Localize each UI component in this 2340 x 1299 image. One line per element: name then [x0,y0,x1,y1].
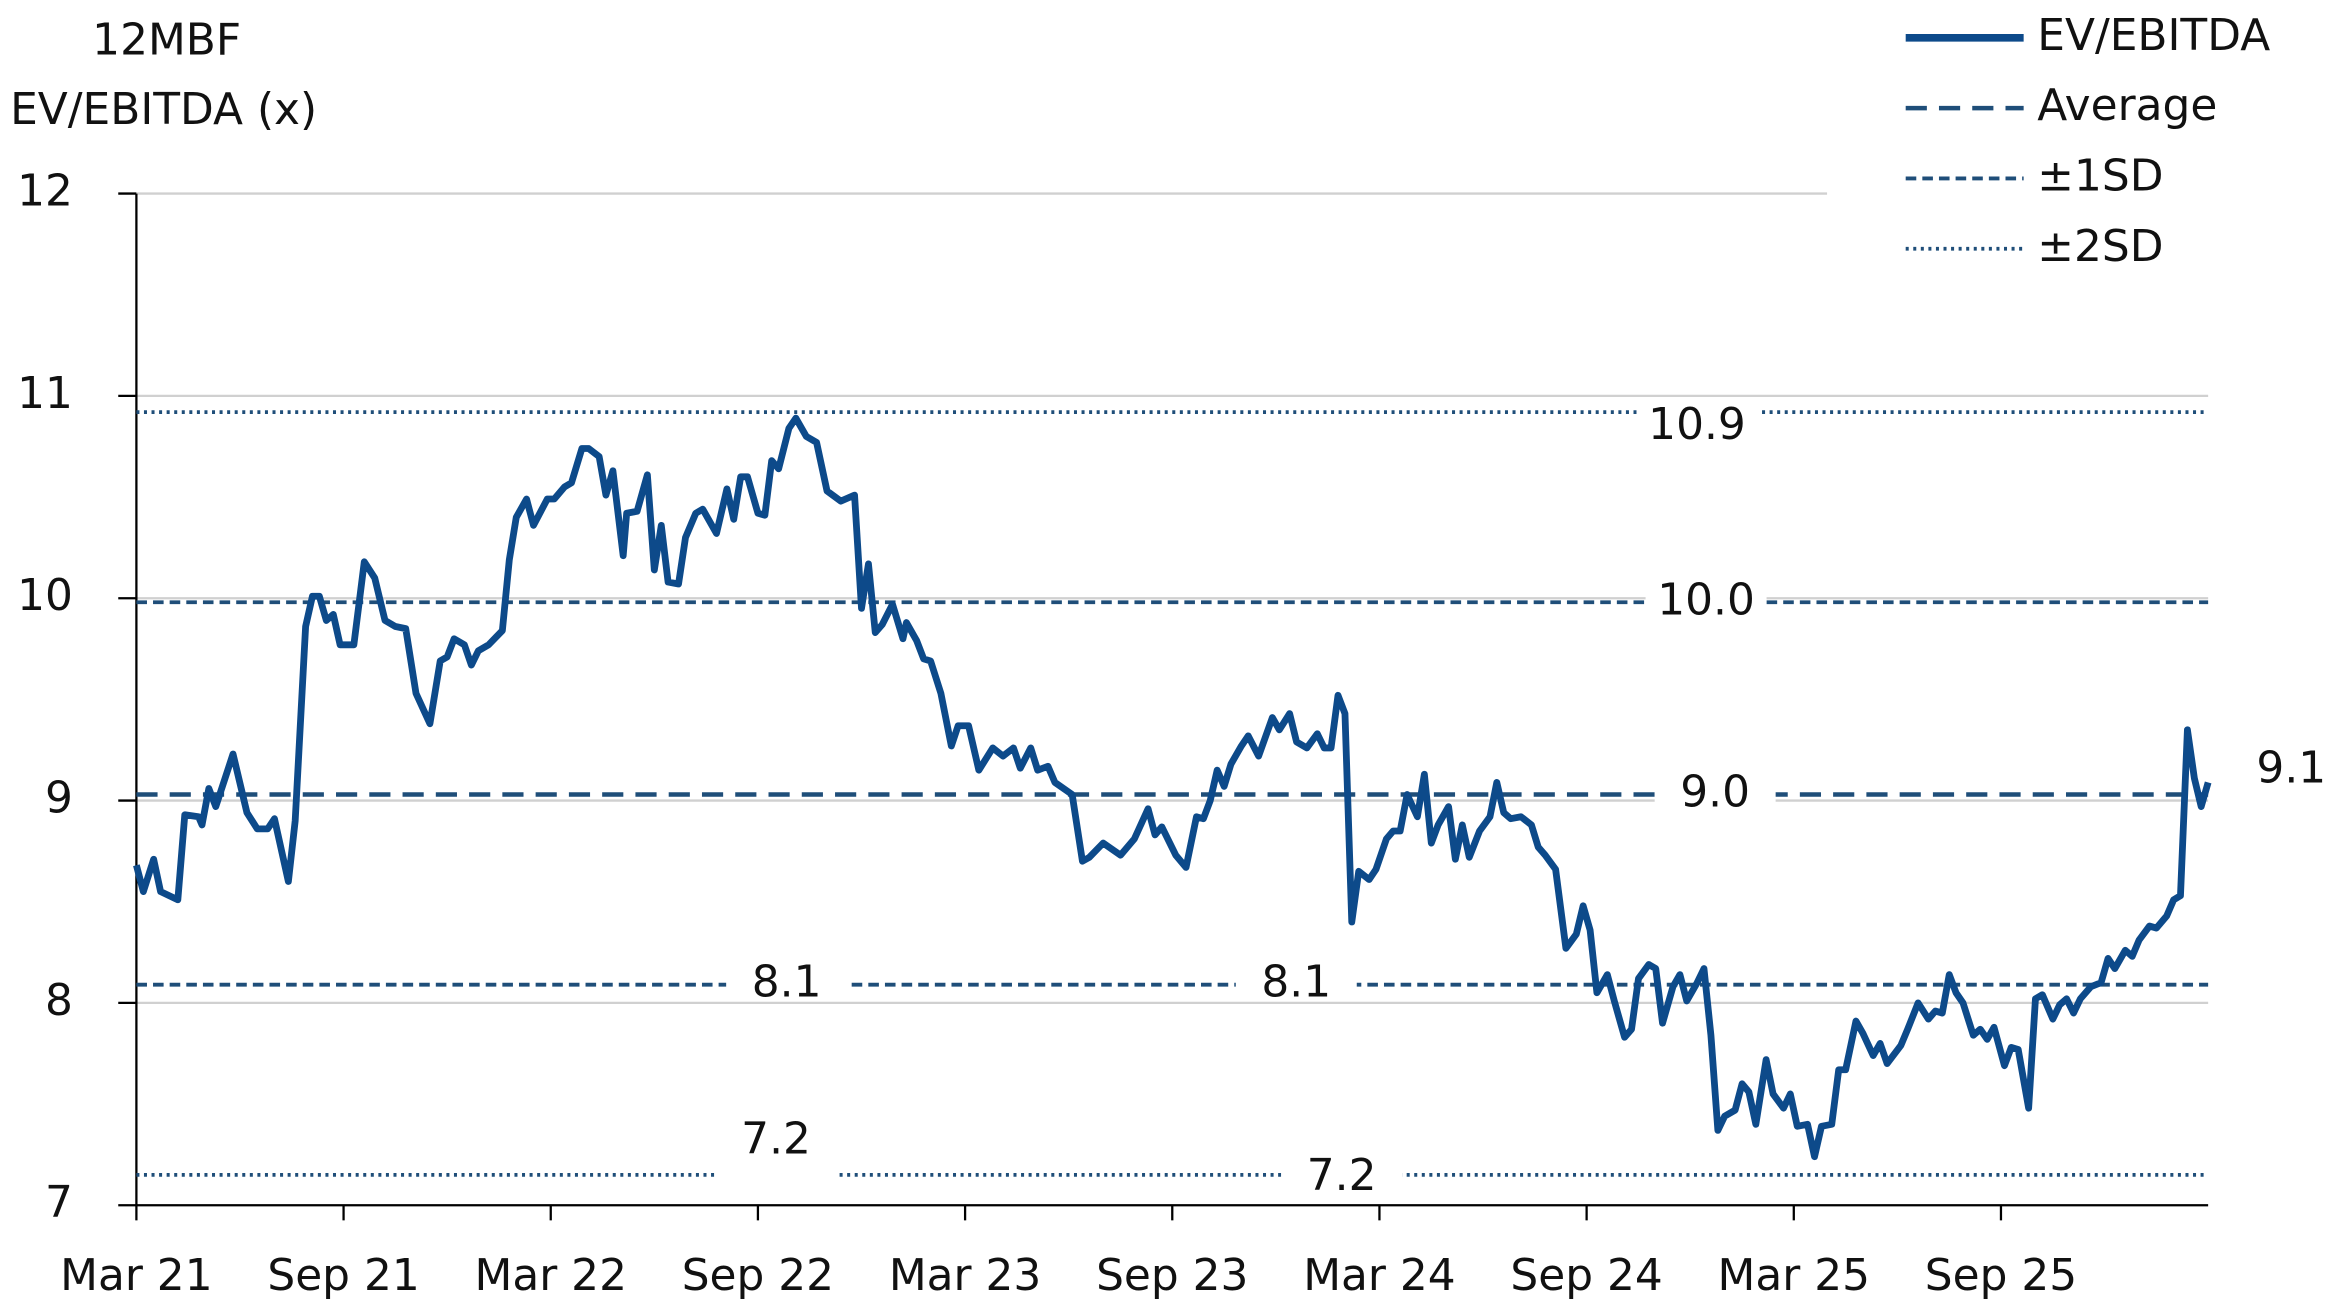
y-tick-label: 11 [17,368,73,419]
x-tick-label: Sep 24 [1510,1250,1662,1299]
label-gap [715,1162,837,1187]
y-tick-label: 7 [45,1177,73,1228]
legend-label: EV/EBITDA [2037,10,2270,61]
label-gap [1281,1162,1403,1187]
x-tick-label: Sep 22 [682,1250,834,1299]
x-tick-label: Sep 21 [267,1250,419,1299]
legend-label: Average [2037,80,2217,131]
y-tick-label: 10 [17,570,73,621]
x-tick-label: Sep 23 [1096,1250,1248,1299]
y-tick-label: 12 [17,166,73,217]
reference-label: 7.2 [741,1114,811,1165]
y-axis-title: 12MBF [92,14,241,65]
x-tick-label: Mar 22 [475,1250,627,1299]
label-gap [1235,972,1357,997]
label-gap [1654,782,1776,807]
label-gap [1645,590,1767,615]
reference-label: 10.9 [1648,399,1746,450]
reference-label: 8.1 [1261,957,1331,1008]
label-gap [1636,399,1758,425]
y-tick-label: 8 [45,975,73,1026]
legend-label: ±2SD [2037,221,2163,272]
y-tick-label: 9 [45,773,73,824]
x-tick-label: Mar 23 [889,1250,1041,1299]
label-gap [726,972,848,997]
last-value-label: 9.1 [2256,742,2326,793]
x-tick-label: Mar 21 [60,1250,212,1299]
reference-label: 10.0 [1657,574,1755,625]
x-tick-label: Sep 25 [1925,1250,2077,1299]
x-tick-label: Mar 25 [1718,1250,1870,1299]
reference-label: 7.2 [1307,1150,1377,1201]
series-line [133,414,2212,1161]
reference-label: 8.1 [752,957,822,1008]
y-axis-title: EV/EBITDA (x) [10,84,317,135]
reference-label: 9.0 [1680,767,1750,818]
x-tick-label: Mar 24 [1303,1250,1455,1299]
legend-label: ±1SD [2037,150,2163,201]
